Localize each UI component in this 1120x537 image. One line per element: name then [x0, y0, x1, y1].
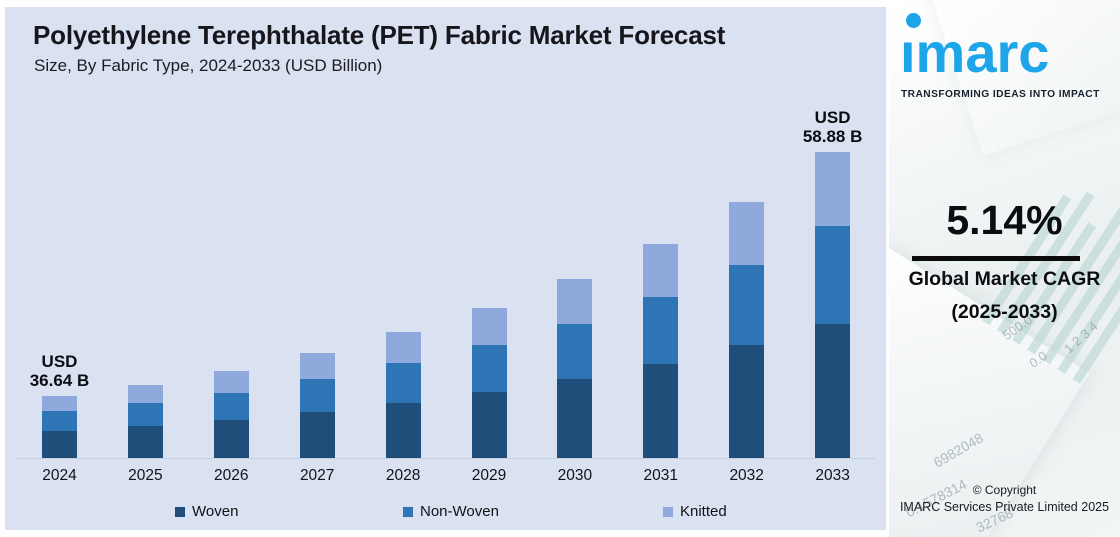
copyright-line1: © Copyright: [972, 483, 1037, 497]
legend-swatch-icon: [175, 506, 185, 517]
x-axis-label-2027: 2027: [299, 467, 335, 484]
bar-segment-woven-2029: [471, 392, 507, 458]
bar-segment-non-woven-2033: [815, 226, 851, 324]
x-axis-line: [17, 458, 875, 459]
bar-segment-woven-2028: [385, 403, 421, 458]
cagr-label: Global Market CAGR: [908, 268, 1101, 290]
imarc-logo-tagline: TRANSFORMING IDEAS INTO IMPACT: [901, 89, 1100, 100]
bar-segment-knitted-2030: [557, 279, 593, 324]
legend-item-woven: Woven: [175, 503, 238, 520]
bar-segment-knitted-2032: [729, 202, 765, 265]
chart-title: Polyethylene Terephthalate (PET) Fabric …: [33, 20, 726, 50]
stacked-bar-chart: 2024 2025 2026 2027 2028 2029 2030 2031 2032 2033…: [5, 7, 886, 530]
legend-label: Knitted: [680, 503, 727, 520]
bar-segment-knitted-2028: [385, 332, 421, 363]
bar-segment-non-woven-2025: [127, 403, 163, 426]
bar-segment-woven-2032: [729, 345, 765, 458]
imarc-logo-text: ımarc: [900, 21, 1050, 84]
bar-segment-woven-2030: [557, 379, 593, 458]
bar-segment-knitted-2025: [127, 385, 163, 403]
bar-segment-woven-2031: [643, 364, 679, 458]
cagr-value: 5.14%: [946, 197, 1063, 243]
bar-segment-woven-2024: [42, 431, 77, 458]
cagr-divider: [912, 256, 1080, 261]
bar-segment-non-woven-2032: [729, 265, 765, 345]
bar-segment-non-woven-2028: [385, 363, 421, 403]
bar-segment-woven-2026: [213, 420, 249, 458]
bar-segment-knitted-2029: [471, 308, 507, 345]
bar-segment-woven-2025: [127, 426, 163, 458]
chart-panel: Polyethylene Terephthalate (PET) Fabric …: [5, 7, 886, 530]
bar-segment-non-woven-2031: [643, 297, 679, 364]
copyright-line2: IMARC Services Private Limited 2025: [899, 500, 1110, 514]
x-axis-label-2032: 2032: [729, 467, 764, 484]
legend-swatch-icon: [663, 506, 673, 517]
value-label-2033: USD 58.88 B: [802, 108, 863, 146]
x-axis-label-2030: 2030: [557, 467, 593, 484]
bar-segment-non-woven-2024: [42, 411, 77, 431]
chart-subtitle: Size, By Fabric Type, 2024-2033 (USD Bil…: [34, 56, 383, 75]
legend-item-non-woven: Non-Woven: [403, 503, 499, 520]
x-axis-label-2029: 2029: [471, 467, 507, 484]
value-label-2024: USD 36.64 B: [29, 352, 90, 390]
cagr-period: (2025-2033): [951, 301, 1058, 323]
bar-segment-knitted-2027: [299, 353, 335, 379]
x-axis-label-2033: 2033: [815, 467, 850, 484]
bar-segment-non-woven-2029: [471, 345, 507, 392]
brand-sidebar: 500.0 0.0 1 2 3 4 6982048 0.1578314 32768 ıma…: [889, 0, 1120, 537]
legend-swatch-icon: [403, 506, 413, 517]
bar-segment-knitted-2033: [815, 152, 851, 226]
bar-segment-non-woven-2026: [213, 393, 249, 420]
legend-label: Non-Woven: [420, 503, 499, 520]
bar-segment-knitted-2031: [643, 244, 679, 297]
legend-item-knitted: Knitted: [663, 503, 727, 520]
x-axis-label-2031: 2031: [643, 467, 679, 484]
bar-segment-woven-2033: [815, 324, 851, 458]
bar-segment-non-woven-2030: [557, 324, 593, 379]
bar-segment-woven-2027: [299, 412, 335, 458]
x-axis-label-2028: 2028: [385, 467, 421, 484]
x-axis-label-2026: 2026: [214, 467, 249, 484]
bar-segment-non-woven-2027: [299, 379, 335, 412]
bar-segment-knitted-2026: [213, 371, 249, 393]
bar-segment-knitted-2024: [42, 396, 77, 411]
copyright: © Copyright IMARC Services Private Limit…: [889, 482, 1120, 516]
imarc-logo-dot-icon: [906, 13, 921, 28]
x-axis-label-2024: 2024: [42, 467, 77, 484]
x-axis-label-2025: 2025: [128, 467, 163, 484]
legend-label: Woven: [192, 503, 239, 520]
